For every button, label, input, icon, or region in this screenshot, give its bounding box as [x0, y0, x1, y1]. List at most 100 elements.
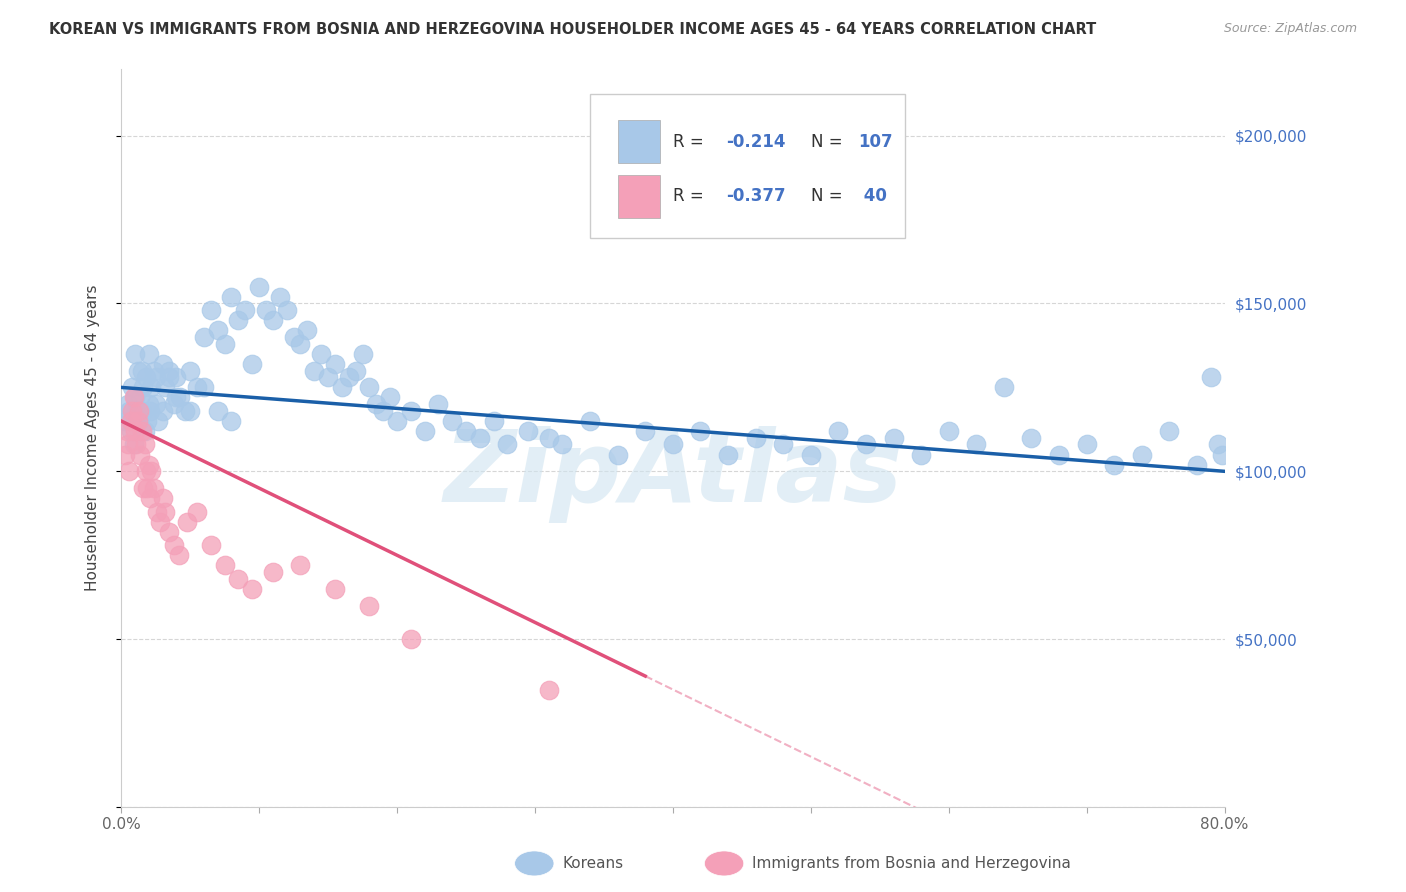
Y-axis label: Householder Income Ages 45 - 64 years: Householder Income Ages 45 - 64 years [86, 285, 100, 591]
Point [118, 464, 141, 478]
Point [132, 380, 155, 394]
Point [121, 380, 143, 394]
Point [551, 437, 574, 451]
Text: KOREAN VS IMMIGRANTS FROM BOSNIA AND HERZEGOVINA HOUSEHOLDER INCOME AGES 45 - 64: KOREAN VS IMMIGRANTS FROM BOSNIA AND HER… [49, 22, 1097, 37]
Point [323, 357, 346, 371]
Point [128, 404, 150, 418]
Point [254, 303, 277, 318]
Point [359, 380, 381, 394]
Text: ZipAtlas: ZipAtlas [443, 426, 903, 524]
Point [149, 515, 172, 529]
Point [122, 437, 145, 451]
Point [366, 397, 388, 411]
Point [114, 414, 136, 428]
Point [1199, 370, 1222, 384]
Point [1185, 458, 1208, 472]
Point [262, 565, 284, 579]
Point [517, 424, 540, 438]
Point [138, 397, 160, 411]
Point [1076, 437, 1098, 451]
Text: N =: N = [811, 187, 848, 205]
Point [290, 558, 312, 573]
Text: 107: 107 [858, 133, 893, 151]
Point [128, 414, 150, 428]
Point [138, 458, 160, 472]
Point [141, 464, 163, 478]
Point [179, 404, 201, 418]
Text: Koreans: Koreans [562, 856, 623, 871]
Point [207, 404, 229, 418]
Point [1047, 448, 1070, 462]
Point [344, 363, 367, 377]
Point [145, 370, 167, 384]
Point [157, 370, 180, 384]
Point [165, 391, 187, 405]
Point [162, 397, 184, 411]
Point [359, 599, 381, 613]
Text: -0.377: -0.377 [725, 187, 786, 205]
Point [124, 424, 146, 438]
Point [1021, 431, 1043, 445]
Point [186, 380, 208, 394]
Point [1159, 424, 1181, 438]
Text: Source: ZipAtlas.com: Source: ZipAtlas.com [1223, 22, 1357, 36]
Point [717, 448, 740, 462]
Point [143, 481, 166, 495]
Point [316, 370, 339, 384]
Point [125, 404, 148, 418]
Point [1102, 458, 1125, 472]
Point [138, 347, 160, 361]
Point [122, 391, 145, 405]
Point [233, 303, 256, 318]
Point [125, 437, 148, 451]
Point [399, 404, 422, 418]
Point [176, 515, 198, 529]
Point [136, 481, 159, 495]
Point [441, 414, 464, 428]
Point [152, 491, 174, 505]
Point [1206, 437, 1229, 451]
Point [214, 336, 236, 351]
Point [127, 414, 149, 428]
Text: Immigrants from Bosnia and Herzegovina: Immigrants from Bosnia and Herzegovina [752, 856, 1071, 871]
Point [135, 464, 157, 478]
Point [162, 538, 184, 552]
Point [373, 404, 395, 418]
Point [131, 404, 153, 418]
Point [155, 505, 177, 519]
Point [221, 290, 243, 304]
Point [496, 437, 519, 451]
Point [207, 323, 229, 337]
Point [290, 336, 312, 351]
Point [143, 363, 166, 377]
Point [129, 391, 152, 405]
Text: R =: R = [673, 187, 709, 205]
Point [221, 414, 243, 428]
Point [1130, 448, 1153, 462]
Point [689, 424, 711, 438]
Point [139, 404, 162, 418]
Point [269, 290, 291, 304]
Point [309, 347, 332, 361]
Point [131, 363, 153, 377]
Point [121, 404, 143, 418]
Point [117, 437, 139, 451]
Point [965, 437, 987, 451]
Point [276, 303, 298, 318]
Point [454, 424, 477, 438]
Point [827, 424, 849, 438]
Point [413, 424, 436, 438]
Point [855, 437, 877, 451]
Point [146, 505, 169, 519]
Point [152, 357, 174, 371]
Point [1211, 448, 1233, 462]
Point [537, 431, 560, 445]
Point [169, 391, 191, 405]
Point [772, 437, 794, 451]
Point [606, 448, 628, 462]
Point [744, 431, 766, 445]
Point [120, 414, 142, 428]
Point [634, 424, 657, 438]
Point [132, 481, 155, 495]
Point [200, 538, 222, 552]
